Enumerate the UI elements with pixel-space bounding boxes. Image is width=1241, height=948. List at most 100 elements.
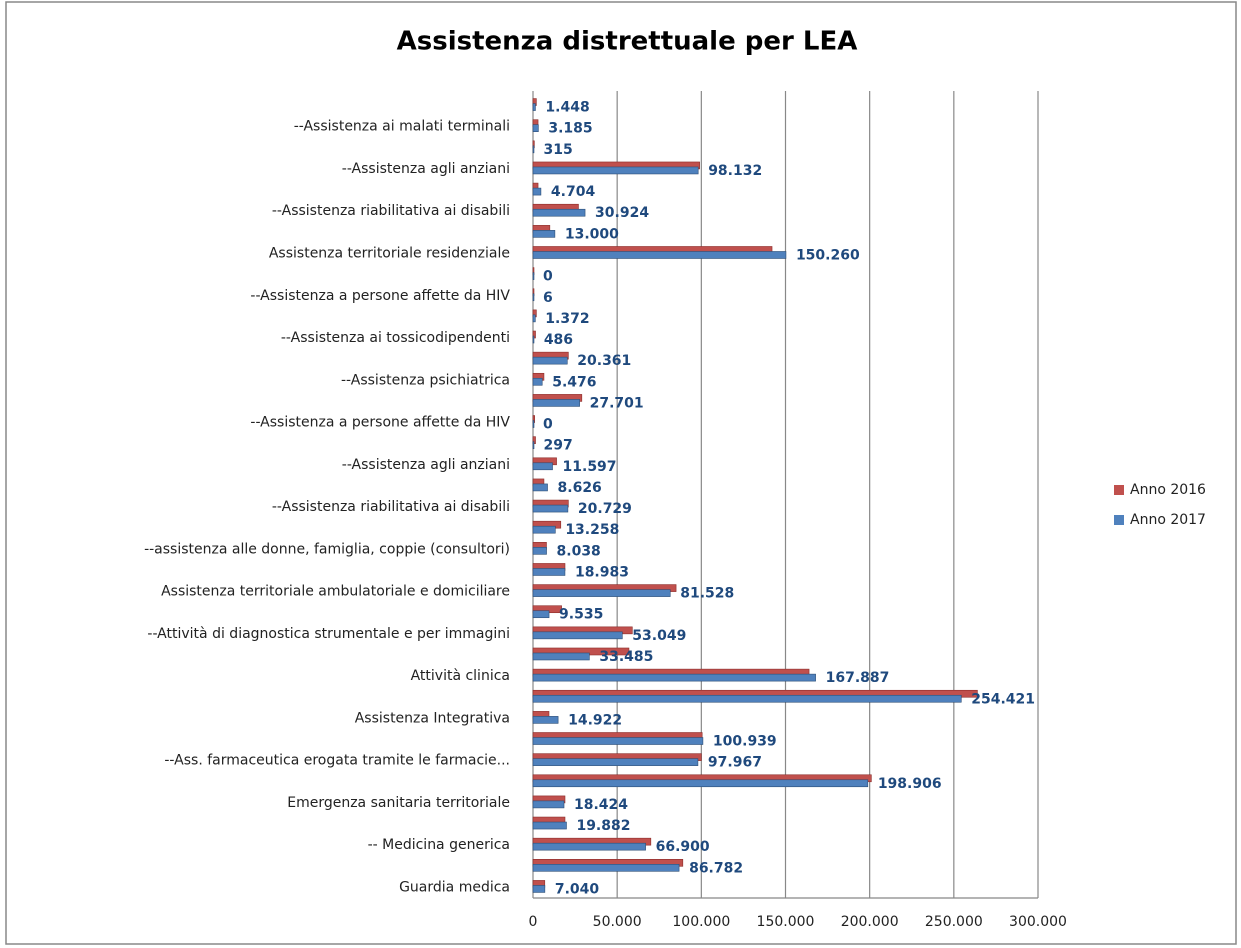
y-tick-label: Assistenza territoriale ambulatoriale e … bbox=[161, 584, 510, 600]
data-label: 86.782 bbox=[689, 860, 743, 876]
bar bbox=[532, 716, 559, 724]
data-label: 486 bbox=[544, 332, 573, 348]
y-tick-label: --Assistenza psichiatrica bbox=[341, 372, 510, 388]
bar bbox=[532, 504, 569, 513]
bar bbox=[532, 272, 535, 280]
data-label: 4.704 bbox=[551, 184, 596, 200]
x-tick-label: 50.000 bbox=[593, 914, 642, 930]
bar bbox=[532, 399, 580, 407]
legend-swatch bbox=[1114, 485, 1124, 495]
bar bbox=[532, 145, 535, 154]
bar bbox=[532, 462, 553, 471]
bar bbox=[532, 483, 548, 492]
bar bbox=[532, 525, 556, 534]
data-label: 1.372 bbox=[545, 311, 589, 327]
y-tick-label: --Assistenza riabilitativa ai disabili bbox=[272, 203, 510, 219]
legend-label: Anno 2017 bbox=[1130, 512, 1206, 528]
bar bbox=[532, 208, 586, 217]
bar bbox=[532, 589, 671, 597]
data-label: 20.361 bbox=[577, 353, 631, 369]
data-label: 254.421 bbox=[971, 691, 1035, 707]
y-tick-label: Assistenza Integrativa bbox=[355, 710, 510, 726]
data-label: 18.983 bbox=[575, 564, 629, 580]
data-label: 13.258 bbox=[565, 522, 619, 538]
y-tick-label: --Assistenza agli anziani bbox=[342, 161, 510, 177]
x-tick-label: 150.000 bbox=[757, 914, 815, 930]
bar bbox=[532, 864, 680, 872]
y-tick-label: Emergenza sanitaria territoriale bbox=[287, 795, 510, 811]
bar bbox=[532, 166, 699, 175]
y-tick-label: --Assistenza agli anziani bbox=[342, 457, 510, 473]
data-label: 8.626 bbox=[558, 480, 602, 496]
data-label: 5.476 bbox=[552, 374, 596, 390]
y-tick-label: -- Medicina generica bbox=[368, 837, 510, 853]
y-tick-label: --Assistenza riabilitativa ai disabili bbox=[272, 499, 510, 515]
data-label: 66.900 bbox=[656, 839, 710, 855]
y-tick-label: --Assistenza a persone affette da HIV bbox=[250, 415, 510, 431]
data-label: 19.882 bbox=[576, 818, 630, 834]
x-tick-label: 100.000 bbox=[672, 914, 730, 930]
data-label: 81.528 bbox=[680, 586, 734, 602]
bar bbox=[532, 673, 816, 682]
bar bbox=[532, 103, 536, 111]
bar bbox=[532, 441, 535, 449]
y-tick-label: --Assistenza ai tossicodipendenti bbox=[281, 330, 510, 346]
bar bbox=[532, 737, 704, 745]
bar bbox=[532, 187, 542, 196]
bar bbox=[532, 652, 590, 661]
data-label: 3.185 bbox=[548, 121, 592, 137]
data-label: 18.424 bbox=[574, 797, 628, 813]
data-label: 0 bbox=[543, 417, 553, 433]
data-label: 167.887 bbox=[826, 670, 890, 686]
bar bbox=[532, 821, 567, 830]
y-tick-label: Assistenza territoriale residenziale bbox=[269, 245, 510, 261]
bar bbox=[532, 124, 539, 132]
bar bbox=[532, 356, 568, 365]
data-label: 7.040 bbox=[555, 881, 600, 897]
y-tick-label: --Assistenza a persone affette da HIV bbox=[250, 288, 510, 304]
bar bbox=[532, 800, 565, 809]
data-label: 53.049 bbox=[632, 628, 686, 644]
bar bbox=[532, 610, 550, 619]
x-tick-label: 0 bbox=[529, 914, 538, 930]
y-tick-label: --assistenza alle donne, famiglia, coppi… bbox=[144, 541, 510, 557]
bar bbox=[532, 293, 535, 302]
data-label: 315 bbox=[544, 142, 573, 158]
data-label: 11.597 bbox=[563, 459, 617, 475]
x-tick-label: 200.000 bbox=[841, 914, 899, 930]
data-label: 30.924 bbox=[595, 205, 649, 221]
y-tick-label: --Ass. farmaceutica erogata tramite le f… bbox=[164, 753, 510, 769]
data-label: 98.132 bbox=[708, 163, 762, 179]
data-label: 150.260 bbox=[796, 247, 860, 263]
bar bbox=[532, 251, 787, 259]
bar bbox=[532, 779, 869, 788]
bar bbox=[532, 758, 699, 766]
y-tick-label: Guardia medica bbox=[399, 879, 510, 895]
bar bbox=[532, 377, 543, 386]
y-tick-label: --Assistenza ai malati terminali bbox=[294, 119, 510, 135]
chart-title: Assistenza distrettuale per LEA bbox=[397, 27, 858, 57]
data-label: 100.939 bbox=[713, 734, 777, 750]
data-label: 20.729 bbox=[578, 501, 632, 517]
data-label: 8.038 bbox=[557, 543, 601, 559]
x-tick-label: 250.000 bbox=[925, 914, 983, 930]
data-label: 198.906 bbox=[878, 776, 942, 792]
x-tick-label: 300.000 bbox=[1009, 914, 1067, 930]
data-label: 0 bbox=[543, 269, 553, 285]
bar bbox=[532, 230, 556, 238]
bar bbox=[532, 694, 962, 703]
data-label: 6 bbox=[543, 290, 553, 306]
bar bbox=[532, 568, 566, 576]
bar bbox=[532, 420, 535, 428]
legend-label: Anno 2016 bbox=[1130, 482, 1206, 498]
data-label: 97.967 bbox=[708, 755, 762, 771]
data-label: 13.000 bbox=[565, 226, 619, 242]
bar bbox=[532, 314, 536, 323]
legend-swatch bbox=[1114, 515, 1124, 525]
bar bbox=[532, 885, 546, 893]
bar bbox=[532, 335, 535, 344]
bar bbox=[532, 631, 623, 640]
data-label: 1.448 bbox=[545, 100, 589, 116]
y-tick-label: Attività clinica bbox=[411, 668, 510, 684]
